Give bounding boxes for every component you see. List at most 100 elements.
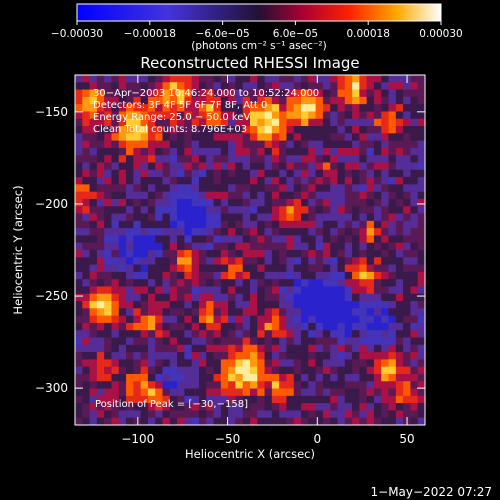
heatmap-cell [279, 403, 287, 411]
heatmap-cell [155, 206, 163, 214]
heatmap-cell [169, 315, 178, 324]
heatmap-cell [271, 352, 280, 360]
heatmap-cell [184, 366, 192, 375]
heatmap-cell [279, 315, 287, 324]
heatmap-cell [257, 206, 265, 214]
heatmap-cell [220, 352, 229, 360]
heatmap-cell [330, 301, 338, 309]
heatmap-cell [373, 264, 382, 273]
heatmap-cell [89, 308, 98, 316]
heatmap-cell [293, 410, 302, 419]
heatmap-cell [96, 322, 105, 331]
heatmap-cell [104, 250, 112, 258]
heatmap-cell [410, 198, 419, 207]
heatmap-cell [96, 352, 105, 360]
heatmap-cell [184, 89, 192, 98]
heatmap-cell [206, 111, 214, 120]
heatmap-cell [410, 286, 419, 295]
heatmap-cell [206, 177, 214, 185]
heatmap-cell [220, 257, 229, 265]
heatmap-cell [308, 133, 316, 141]
heatmap-cell [155, 89, 163, 98]
heatmap-cell [228, 337, 236, 346]
heatmap-cell [104, 293, 112, 302]
heatmap-cell [381, 162, 389, 171]
heatmap-cell [169, 344, 178, 353]
heatmap-cell [410, 337, 419, 346]
heatmap-cell [118, 286, 127, 295]
heatmap-cell [162, 220, 171, 229]
heatmap-cell [220, 104, 229, 112]
heatmap-cell [155, 344, 163, 353]
heatmap-cell [395, 373, 404, 382]
heatmap-cell [213, 337, 222, 346]
heatmap-cell [301, 417, 309, 426]
heatmap-cell [271, 344, 280, 353]
heatmap-cell [257, 381, 265, 389]
heatmap-cell [228, 147, 236, 156]
heatmap-cell [381, 410, 389, 419]
heatmap-cell [169, 213, 178, 222]
heatmap-cell [373, 410, 382, 419]
heatmap-cell [352, 250, 360, 258]
heatmap-cell [337, 301, 346, 309]
heatmap-cell [126, 301, 134, 309]
heatmap-cell [126, 169, 134, 178]
heatmap-cell [257, 133, 265, 141]
heatmap-cell [373, 381, 382, 389]
heatmap-cell [322, 359, 331, 367]
heatmap-cell [264, 264, 273, 273]
heatmap-cell [96, 279, 105, 287]
heatmap-cell [140, 301, 149, 309]
heatmap-cell [337, 352, 346, 360]
heatmap-cell [184, 337, 192, 346]
heatmap-cell [82, 206, 90, 214]
heatmap-cell [118, 169, 127, 178]
heatmap-cell [169, 410, 178, 419]
heatmap-cell [403, 155, 411, 163]
heatmap-cell [286, 96, 295, 105]
heatmap-cell [417, 96, 426, 105]
heatmap-cell [279, 308, 287, 316]
heatmap-cell [104, 191, 112, 200]
heatmap-cell [111, 118, 120, 127]
heatmap-cell [111, 96, 120, 105]
heatmap-cell [344, 286, 353, 295]
heatmap-cell [410, 126, 419, 134]
heatmap-cell [82, 279, 90, 287]
heatmap-cell [133, 198, 141, 207]
heatmap-cell [366, 104, 375, 112]
heatmap-cell [388, 126, 397, 134]
heatmap-cell [417, 293, 426, 302]
heatmap-cell [104, 286, 112, 295]
heatmap-cell [169, 242, 178, 251]
heatmap-cell [257, 315, 265, 324]
heatmap-cell [184, 388, 192, 397]
heatmap-cell [250, 344, 258, 353]
heatmap-cell [133, 111, 141, 120]
heatmap-cell [352, 417, 360, 426]
heatmap-cell [198, 352, 207, 360]
heatmap-cell [366, 308, 375, 316]
heatmap-cell [89, 337, 98, 346]
heatmap-cell [147, 352, 156, 360]
heatmap-cell [162, 89, 171, 98]
heatmap-cell [96, 169, 105, 178]
heatmap-cell [366, 242, 375, 251]
heatmap-cell [286, 293, 295, 302]
heatmap-cell [118, 417, 127, 426]
heatmap-cell [133, 242, 141, 251]
heatmap-cell [264, 206, 273, 214]
heatmap-cell [308, 184, 316, 192]
x-tick-label: 0 [313, 432, 321, 446]
heatmap-cell [330, 330, 338, 338]
heatmap-cell [344, 330, 353, 338]
heatmap-cell [206, 96, 214, 105]
heatmap-cell [228, 250, 236, 258]
heatmap-cell [271, 388, 280, 397]
heatmap-cell [220, 279, 229, 287]
heatmap-cell [118, 337, 127, 346]
heatmap-cell [198, 228, 207, 236]
heatmap-cell [118, 308, 127, 316]
heatmap-cell [403, 96, 411, 105]
